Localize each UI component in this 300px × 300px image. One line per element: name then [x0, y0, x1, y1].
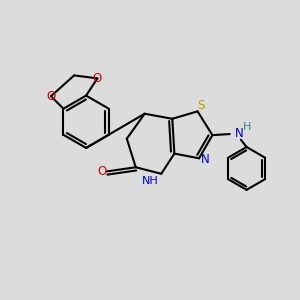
- Text: O: O: [46, 90, 56, 103]
- Text: H: H: [243, 122, 252, 132]
- Text: O: O: [97, 165, 106, 178]
- Text: O: O: [93, 72, 102, 85]
- Text: S: S: [197, 99, 205, 112]
- Text: N: N: [201, 153, 210, 166]
- Text: NH: NH: [142, 176, 158, 186]
- Text: N: N: [235, 127, 244, 140]
